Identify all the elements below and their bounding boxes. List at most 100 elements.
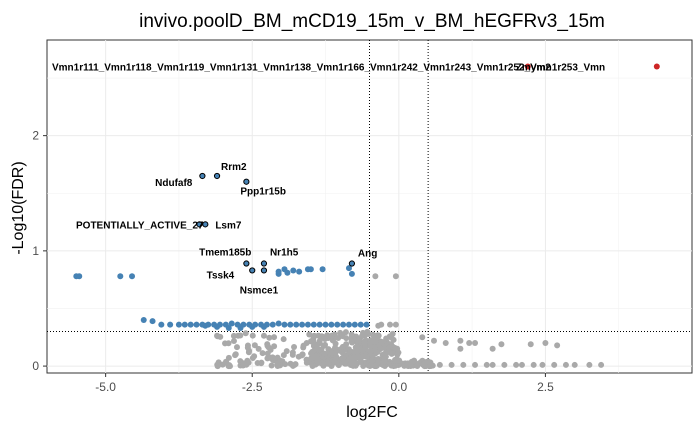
data-point — [230, 337, 237, 344]
data-point — [280, 336, 287, 343]
data-point — [307, 266, 314, 273]
gene-label: Ndufaf8 — [155, 178, 193, 189]
data-point — [348, 338, 355, 345]
data-point — [382, 349, 389, 356]
data-point — [358, 346, 365, 353]
labeled-point — [243, 260, 250, 267]
data-point — [310, 321, 317, 328]
y-tick-label: 1 — [32, 244, 39, 258]
data-point — [117, 273, 124, 280]
data-point — [233, 344, 240, 351]
data-point — [322, 341, 329, 348]
data-point — [489, 361, 496, 368]
y-tick-label: 0 — [32, 359, 39, 373]
data-point — [653, 63, 660, 70]
data-point — [353, 346, 360, 353]
y-axis: 0 1 2 — [32, 129, 47, 373]
data-point — [372, 333, 379, 340]
data-point — [339, 332, 346, 339]
data-point — [551, 361, 558, 368]
data-point — [392, 362, 399, 369]
data-point — [232, 352, 239, 359]
gene-label: Tmem185b — [199, 248, 251, 259]
data-point — [325, 360, 332, 367]
data-point — [291, 344, 298, 351]
data-point — [539, 361, 546, 368]
data-point — [308, 350, 315, 357]
data-point — [367, 339, 374, 346]
gene-label: Nr1h5 — [270, 248, 299, 259]
data-point — [518, 361, 525, 368]
data-point — [345, 321, 352, 328]
data-point — [460, 361, 467, 368]
data-point — [175, 321, 182, 328]
data-point — [339, 349, 346, 356]
plot-area: Rrm2 Ndufaf8 Ppp1r15b POTENTIALLY_ACTIVE_27… — [46, 39, 693, 374]
data-point — [282, 361, 289, 368]
data-point — [392, 345, 399, 352]
data-point — [251, 353, 258, 360]
not-significant-points — [214, 273, 605, 370]
data-point — [340, 355, 347, 362]
data-point — [527, 341, 534, 348]
data-point — [228, 320, 235, 327]
data-point — [319, 334, 326, 341]
data-point — [466, 340, 473, 347]
data-point — [225, 340, 232, 347]
data-point — [251, 342, 258, 349]
data-point — [392, 273, 399, 280]
data-point — [322, 321, 329, 328]
data-point — [395, 349, 402, 356]
data-point — [249, 332, 256, 339]
data-point — [530, 361, 537, 368]
data-point — [586, 361, 593, 368]
data-point — [214, 361, 221, 368]
data-point — [319, 266, 326, 273]
data-point — [332, 345, 339, 352]
significant-down-points — [73, 265, 370, 332]
data-point — [414, 362, 421, 369]
data-point — [334, 321, 341, 328]
data-point — [223, 359, 230, 366]
data-point — [340, 321, 347, 328]
data-point — [542, 340, 549, 347]
data-point — [372, 338, 379, 345]
plot-panel — [46, 39, 693, 374]
top-band-overlap-label: Zmym2 — [516, 63, 551, 74]
data-point — [431, 337, 437, 344]
data-point — [356, 337, 363, 344]
data-point — [448, 361, 455, 368]
data-point — [290, 267, 297, 274]
data-point — [296, 268, 303, 275]
data-point — [367, 348, 374, 355]
data-point — [255, 345, 262, 352]
data-point — [293, 321, 300, 328]
data-point — [501, 361, 508, 368]
data-point — [280, 352, 287, 359]
data-point — [359, 353, 366, 360]
x-tick-label: -2.5 — [242, 380, 263, 394]
data-point — [268, 362, 275, 369]
data-point — [303, 359, 310, 366]
data-point — [457, 337, 464, 344]
data-point — [281, 321, 288, 328]
data-point — [295, 353, 302, 360]
gene-label: Ang — [358, 249, 377, 260]
data-point — [258, 359, 265, 366]
data-point — [260, 332, 267, 339]
data-point — [237, 325, 244, 332]
gene-label: Ppp1r15b — [240, 187, 286, 198]
data-point — [225, 354, 232, 361]
labeled-point — [202, 221, 209, 228]
gene-label: Nsmce1 — [240, 285, 279, 296]
data-point — [489, 345, 496, 352]
labeled-points — [196, 172, 356, 274]
data-point — [271, 334, 278, 341]
data-point — [76, 273, 83, 280]
data-point — [316, 321, 323, 328]
y-tick-label: 2 — [32, 129, 39, 143]
data-point — [427, 362, 434, 369]
data-point — [140, 316, 147, 323]
labeled-point — [249, 267, 256, 274]
